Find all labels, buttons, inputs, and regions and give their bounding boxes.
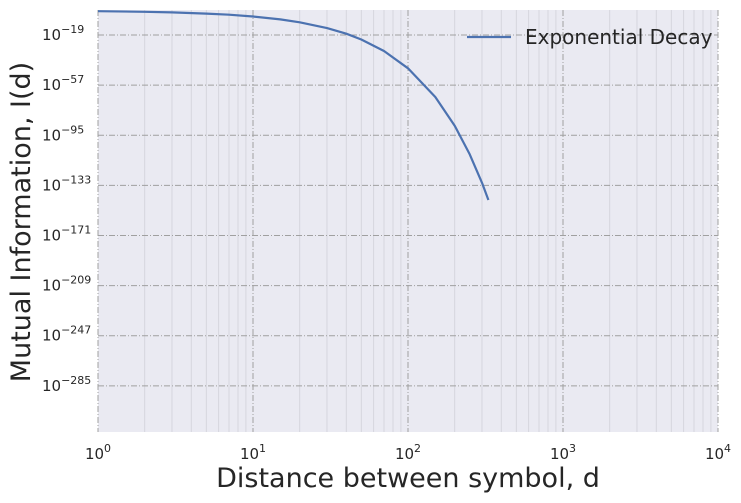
- y-tick-label: 10−209: [42, 274, 91, 295]
- legend: Exponential Decay: [467, 25, 713, 49]
- series-layer: [98, 10, 490, 201]
- x-tick-label: 103: [550, 442, 576, 463]
- x-tick-label: 101: [240, 442, 266, 463]
- minor-grid: [144, 10, 712, 432]
- y-tick-label: 10−95: [42, 123, 84, 144]
- x-tick-label: 100: [85, 442, 111, 463]
- x-axis-label: Distance between symbol, d: [216, 463, 600, 494]
- y-tick-label: 10−133: [42, 173, 91, 194]
- y-tick-label: 10−285: [42, 374, 91, 395]
- legend-label: Exponential Decay: [525, 25, 713, 49]
- y-tick-labels: 10−19 10−57 10−95 10−133 10−171 10−209 10−247 1…: [42, 23, 91, 395]
- x-tick-labels: 100 101 102 103 104: [85, 442, 731, 463]
- major-grid: [97, 10, 719, 432]
- x-tick-label: 102: [395, 442, 421, 463]
- series-line: [98, 10, 490, 201]
- y-tick-label: 10−57: [42, 73, 84, 94]
- y-tick-label: 10−171: [42, 224, 91, 245]
- y-tick-label: 10−247: [42, 324, 91, 345]
- x-tick-label: 104: [705, 442, 731, 463]
- y-tick-label: 10−19: [42, 23, 84, 44]
- y-axis-label: Mutual Information, I(d): [6, 62, 37, 382]
